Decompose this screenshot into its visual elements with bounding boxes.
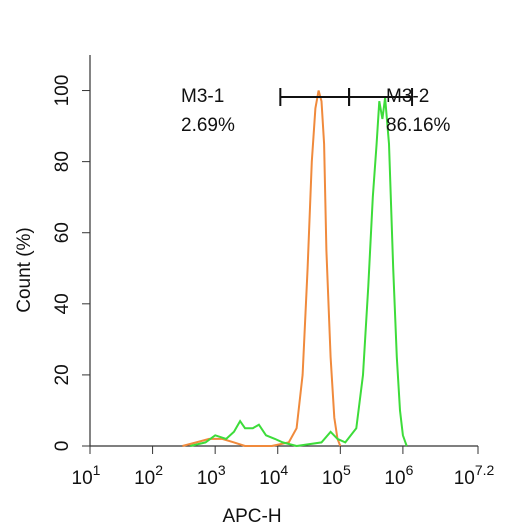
histogram-line <box>190 97 408 448</box>
x-tick-label: 103 <box>197 462 226 489</box>
y-tick-label: 80 <box>52 151 73 172</box>
y-tick-label: 40 <box>52 293 73 314</box>
y-axis-label: Count (%) <box>14 227 35 313</box>
y-tick-label: 100 <box>52 75 73 107</box>
histogram-line <box>182 90 342 447</box>
x-tick-exponent: 3 <box>218 462 226 478</box>
gate-percent: 86.16% <box>386 115 451 136</box>
x-tick-label: 101 <box>72 462 101 489</box>
gate-name: M3-2 <box>386 86 429 107</box>
x-tick-label: 106 <box>384 462 413 489</box>
x-tick-base: 10 <box>197 468 218 489</box>
y-tick-label: 0 <box>52 441 73 452</box>
x-tick-base: 10 <box>259 468 280 489</box>
x-tick-exponent: 2 <box>155 462 163 478</box>
x-tick-label: 107.2 <box>454 462 495 489</box>
x-tick-base: 10 <box>322 468 343 489</box>
x-tick-base: 10 <box>72 468 93 489</box>
x-tick-base: 10 <box>384 468 405 489</box>
x-tick-exponent: 4 <box>280 462 288 478</box>
x-axis-label: APC-H <box>222 506 281 527</box>
x-tick-exponent: 5 <box>343 462 351 478</box>
x-tick-exponent: 7.2 <box>475 462 495 478</box>
x-tick-label: 105 <box>322 462 351 489</box>
y-tick-label: 60 <box>52 222 73 243</box>
x-tick-label: 102 <box>134 462 163 489</box>
x-tick-base: 10 <box>454 468 475 489</box>
x-tick-label: 104 <box>259 462 288 489</box>
x-tick-base: 10 <box>134 468 155 489</box>
y-tick-label: 20 <box>52 364 73 385</box>
x-tick-exponent: 1 <box>93 462 101 478</box>
gate-name: M3-1 <box>181 86 224 107</box>
gate-percent: 2.69% <box>181 115 235 136</box>
x-tick-exponent: 6 <box>406 462 414 478</box>
